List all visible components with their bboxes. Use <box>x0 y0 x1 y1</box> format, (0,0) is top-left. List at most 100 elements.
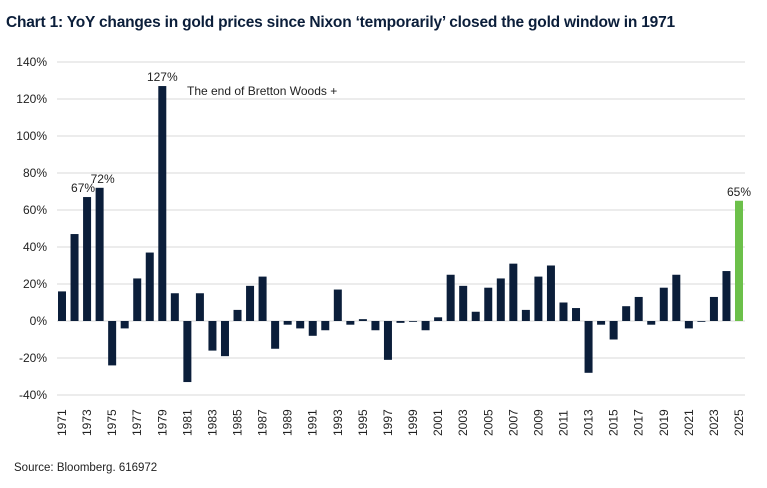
x-tick-label: 2015 <box>607 409 621 436</box>
bar-2012 <box>572 308 581 321</box>
bar-1989 <box>283 321 292 325</box>
bar-1999 <box>409 321 418 322</box>
bar-2010 <box>546 265 555 321</box>
x-tick-label: 2003 <box>456 409 470 436</box>
x-tick-label: 1975 <box>105 409 119 436</box>
bar-2003 <box>459 285 468 321</box>
bar-2020 <box>672 274 681 321</box>
bar-2005 <box>484 287 493 321</box>
bar-2014 <box>597 321 606 325</box>
x-tick-label: 2025 <box>732 409 746 436</box>
y-tick-label: -40% <box>19 388 47 402</box>
bar-1979 <box>158 86 167 321</box>
bar-1993 <box>333 289 342 321</box>
bar-1972 <box>70 234 79 321</box>
bar-2001 <box>434 317 443 321</box>
data-label-1973: 67% <box>71 181 95 195</box>
chart-title: Chart 1: YoY changes in gold prices sinc… <box>6 14 675 31</box>
bar-1971 <box>58 291 66 321</box>
bar-1997 <box>383 321 392 360</box>
bar-2009 <box>534 276 543 321</box>
bar-2008 <box>521 309 530 321</box>
bar-2025 <box>735 200 743 321</box>
x-tick-label: 2011 <box>556 410 570 436</box>
x-tick-label: 1977 <box>130 409 144 436</box>
y-tick-label: -20% <box>19 351 47 365</box>
bar-1978 <box>145 252 154 321</box>
bar-1996 <box>371 321 380 331</box>
x-tick-label: 2009 <box>531 409 545 436</box>
bar-2019 <box>659 287 668 321</box>
x-tick-label: 1997 <box>381 409 395 436</box>
x-tick-label: 2023 <box>707 409 721 436</box>
x-tick-label: 1999 <box>406 409 420 436</box>
bar-1982 <box>195 293 204 321</box>
bar-1980 <box>170 293 179 321</box>
bar-1974 <box>95 187 104 321</box>
bar-1985 <box>233 309 242 321</box>
data-label-1974: 72% <box>91 172 115 186</box>
bar-2018 <box>647 321 656 325</box>
bar-1986 <box>246 285 255 321</box>
bar-2007 <box>509 263 518 321</box>
bar-1975 <box>108 321 117 366</box>
x-tick-label: 2001 <box>431 409 445 436</box>
bar-2006 <box>496 278 505 321</box>
bar-1977 <box>133 278 142 321</box>
bar-2011 <box>559 302 568 321</box>
y-tick-label: 60% <box>23 203 47 217</box>
y-tick-label: 100% <box>16 129 47 143</box>
bar-2022 <box>697 321 706 322</box>
bar-1992 <box>321 321 330 331</box>
x-tick-label: 2013 <box>582 409 596 436</box>
y-tick-label: 120% <box>16 92 47 106</box>
x-tick-label: 1979 <box>155 409 169 436</box>
x-tick-label: 1983 <box>205 409 219 436</box>
bar-1988 <box>271 321 280 349</box>
x-tick-label: 2005 <box>481 409 495 436</box>
bar-2023 <box>709 296 718 321</box>
bar-1998 <box>396 321 405 323</box>
x-tick-label: 1985 <box>231 409 245 436</box>
bar-2015 <box>609 321 618 340</box>
bar-1983 <box>208 321 217 351</box>
bar-2000 <box>421 321 430 331</box>
bar-1981 <box>183 321 192 383</box>
x-tick-label: 1989 <box>281 409 295 436</box>
data-label-2025: 65% <box>727 185 751 199</box>
x-tick-label: 1987 <box>256 409 270 436</box>
x-tick-label: 1973 <box>80 409 94 436</box>
x-tick-label: 2021 <box>682 409 696 436</box>
bar-1987 <box>258 276 267 321</box>
x-tick-label: 2007 <box>506 409 520 436</box>
annotation: The end of Bretton Woods + <box>187 84 337 98</box>
bar-1976 <box>120 321 129 329</box>
bar-2004 <box>471 311 480 321</box>
bar-2016 <box>622 306 631 321</box>
data-label-1979: 127% <box>147 70 178 84</box>
bar-1995 <box>358 319 367 321</box>
bar-1994 <box>346 321 355 325</box>
bar-1984 <box>220 321 229 357</box>
x-tick-label: 1995 <box>356 409 370 436</box>
bar-2002 <box>446 274 455 321</box>
x-tick-label: 2019 <box>657 409 671 436</box>
x-tick-label: 1991 <box>306 409 320 436</box>
y-tick-label: 0% <box>30 314 48 328</box>
bar-2021 <box>684 321 693 329</box>
bar-2013 <box>584 321 593 373</box>
x-tick-label: 1981 <box>180 409 194 436</box>
y-tick-label: 20% <box>23 277 47 291</box>
x-tick-label: 1971 <box>55 409 69 436</box>
y-tick-label: 140% <box>16 55 47 69</box>
x-tick-label: 1993 <box>331 409 345 436</box>
y-tick-label: 80% <box>23 166 47 180</box>
bar-2024 <box>722 271 731 321</box>
y-tick-label: 40% <box>23 240 47 254</box>
bar-1973 <box>83 197 92 321</box>
bar-1990 <box>296 321 305 329</box>
x-tick-label: 2017 <box>632 409 646 436</box>
bar-2017 <box>634 296 643 321</box>
bar-1991 <box>308 321 317 336</box>
